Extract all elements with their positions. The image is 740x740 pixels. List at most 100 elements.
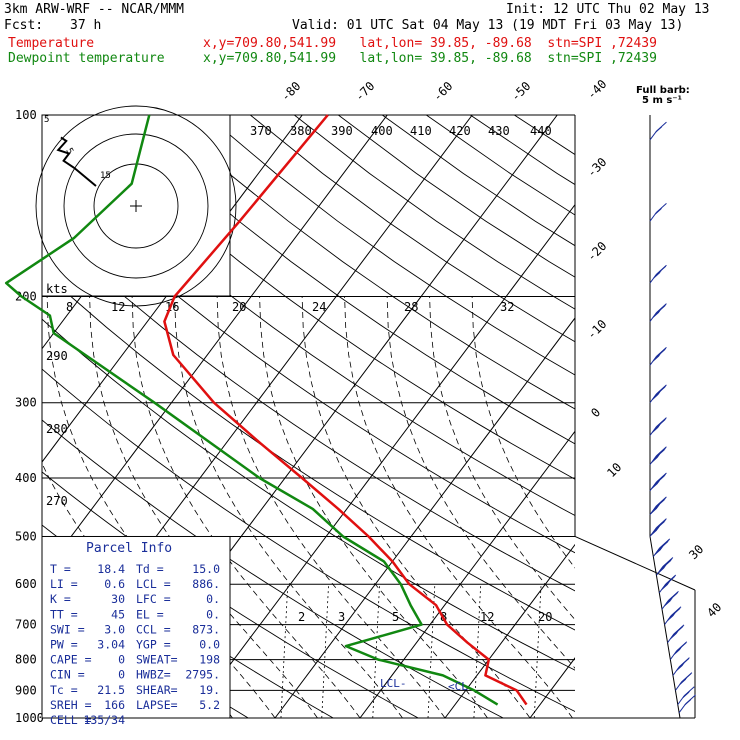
dry-adiabat <box>206 115 575 376</box>
dewpoint-line <box>4 114 499 706</box>
theta-label: 270 <box>46 494 68 508</box>
wind-barb-flag <box>654 208 662 215</box>
isotherm <box>359 430 575 718</box>
hodograph-ring <box>63 133 209 279</box>
hodograph-ring-label: 20 <box>232 300 246 314</box>
parcel-info-key: LI = <box>50 577 78 591</box>
mixing-ratio-label: 20 <box>538 610 552 624</box>
dry-adiabat <box>426 115 575 216</box>
wind-barb <box>678 703 686 714</box>
moist-adiabat <box>471 296 575 569</box>
wind-barb-flag <box>684 699 692 706</box>
parcel-info-value: 873. <box>192 622 220 636</box>
isotherm <box>444 543 575 718</box>
mixing-ratio-line <box>280 584 289 718</box>
parcel-info-key: K = <box>50 592 71 606</box>
temperature-tick-label: -20 <box>584 239 609 264</box>
dry-adiabat <box>294 115 575 310</box>
temperature-tick-label: 40 <box>704 600 724 620</box>
wind-barb-flag <box>651 456 658 463</box>
wind-barb-flag <box>655 126 663 133</box>
legend-dewpoint: Dewpoint temperature <box>8 51 165 66</box>
parcel-info-value: 0. <box>206 592 220 606</box>
parcel-info-value: 135/34 <box>83 713 125 727</box>
theta-label: 380 <box>290 124 312 138</box>
temperature-tick-label: -50 <box>508 79 533 104</box>
temperature-tick-label: 0 <box>588 405 603 420</box>
parcel-info-value: 19. <box>199 683 220 697</box>
wind-barb-flag <box>676 664 683 671</box>
hodograph-ring-label: 32 <box>500 300 514 314</box>
init-time: Init: 12 UTC Thu 02 May 13 <box>506 2 710 17</box>
wind-barb-flag <box>652 355 660 362</box>
barb-axis <box>649 536 681 719</box>
parcel-info-value: 30 <box>111 592 125 606</box>
dry-adiabat <box>250 115 575 343</box>
parcel-info-value: 5.2 <box>199 698 220 712</box>
isotherm <box>615 115 740 718</box>
pressure-tick-label: 300 <box>15 396 37 410</box>
dry-adiabat <box>42 368 575 713</box>
theta-label: 430 <box>488 124 510 138</box>
forecast-hours: 37 h <box>70 18 102 33</box>
parcel-info-value: 0.0 <box>199 638 220 652</box>
legend-temperature: Temperature <box>8 36 95 51</box>
pressure-tick-label: 500 <box>15 529 37 543</box>
forecast-label: Fcst: <box>4 18 44 33</box>
parcel-info-key: SREH = <box>50 698 92 712</box>
parcel-info-value: 886. <box>192 577 220 591</box>
wind-barb-flag <box>670 632 677 640</box>
temperature-tick-label: -10 <box>584 317 609 342</box>
parcel-info-key: T = <box>50 562 71 576</box>
parcel-info-value: 198 <box>199 653 220 667</box>
dry-adiabat <box>382 115 575 247</box>
mixing-ratio-line <box>372 584 380 718</box>
parcel-info-key: CAPE = <box>50 653 92 667</box>
wind-barb-flag <box>651 393 659 401</box>
dry-adiabat <box>42 221 575 592</box>
parcel-info-key: YGP = <box>136 638 171 652</box>
wind-barb-flag <box>679 678 687 685</box>
parcel-info-key: TT = <box>50 607 78 621</box>
wind-barb-flag <box>673 648 681 655</box>
wind-barb-flag <box>650 507 658 514</box>
theta-label: 390 <box>331 124 353 138</box>
pressure-tick-label: 700 <box>15 618 37 632</box>
wind-barb-flag <box>667 614 674 621</box>
wind-barb-flag <box>657 567 665 574</box>
mixing-ratio-label: 2 <box>298 610 305 624</box>
pressure-tick-label: 600 <box>15 577 37 591</box>
dry-adiabat <box>42 173 575 554</box>
parcel-info-value: 18.4 <box>97 562 125 576</box>
theta-label: 280 <box>46 422 68 436</box>
hodograph-corner-label: 5 <box>63 147 74 157</box>
parcel-info-key: CIN = <box>50 668 85 682</box>
parcel-info-key: EL = <box>136 607 164 621</box>
dry-adiabat <box>42 318 575 671</box>
isotherm <box>529 657 575 718</box>
ccl-label: <CL <box>448 680 468 693</box>
parcel-info-value: 0.6 <box>104 577 125 591</box>
parcel-info-value: 3.04 <box>97 638 125 652</box>
mixing-ratio-label: 3 <box>338 610 345 624</box>
temperature-tick-label: -80 <box>278 79 303 104</box>
legend-temperature-info: x,y=709.80,541.99 lat,lon= 39.85, -89.68… <box>203 36 657 51</box>
parcel-info-key: PW = <box>50 638 78 652</box>
dry-adiabat <box>74 115 575 480</box>
temperature-tick-label: 10 <box>604 460 624 480</box>
parcel-info-value: 2795. <box>185 668 220 682</box>
parcel-info-key: CCL = <box>136 622 171 636</box>
barb-legend-units: 5 m s⁻¹ <box>642 95 682 106</box>
wind-barb <box>649 130 657 141</box>
parcel-info-key: LAPSE= <box>136 698 178 712</box>
temperature-tick-label: -40 <box>584 77 609 102</box>
pressure-tick-label: 400 <box>15 471 37 485</box>
parcel-info-key: SHEAR= <box>136 683 178 697</box>
parcel-info-key: Td = <box>136 562 164 576</box>
temperature-tick-label: -70 <box>352 79 377 104</box>
pressure-tick-label: 800 <box>15 653 37 667</box>
wind-barb-flag <box>682 691 690 699</box>
wind-barb-flag <box>652 311 660 318</box>
parcel-info-value: 0. <box>206 607 220 621</box>
dry-adiabat <box>162 115 575 410</box>
